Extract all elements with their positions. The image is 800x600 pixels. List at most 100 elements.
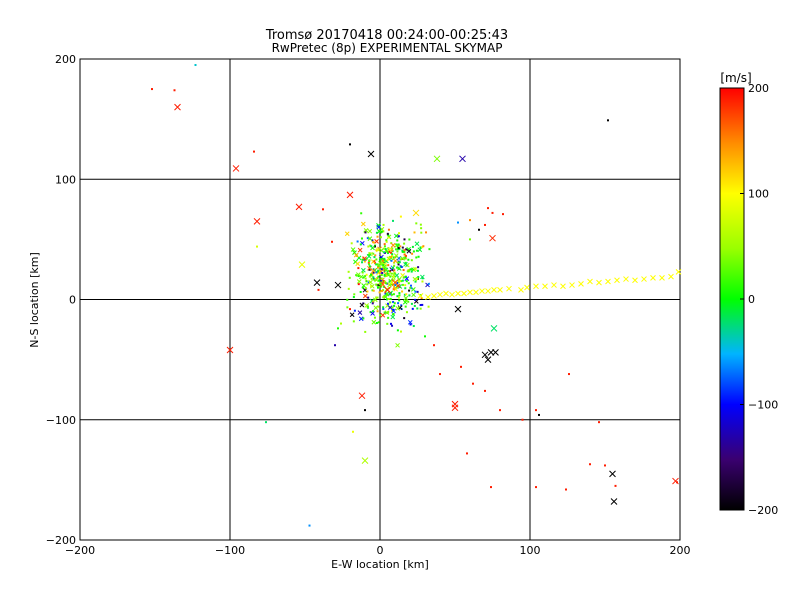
cluster-cross	[407, 319, 413, 325]
cluster-dot	[383, 259, 386, 262]
cluster-cross	[387, 305, 393, 310]
y-tick-label: 200	[55, 53, 76, 66]
cluster-dot	[427, 282, 430, 285]
trail-cross	[668, 273, 674, 280]
trail-cross	[650, 275, 656, 281]
cluster-dot	[370, 285, 373, 288]
cluster-dot	[347, 270, 350, 273]
trail-cross	[659, 275, 665, 281]
cluster-dot	[368, 275, 371, 278]
scatter-dot	[499, 409, 501, 412]
cluster-dot	[420, 297, 423, 300]
cluster-dot	[404, 275, 407, 278]
cluster-dot	[377, 265, 380, 268]
scatter-dot	[565, 488, 567, 491]
cluster-dot	[376, 263, 379, 266]
cluster-cross	[379, 248, 384, 253]
cluster-dot	[391, 253, 394, 256]
scatter-dot	[322, 208, 324, 211]
cluster-dot	[379, 236, 382, 239]
cluster-dot	[427, 305, 430, 308]
scatter-cross	[489, 234, 496, 242]
cluster-dot	[424, 335, 427, 338]
scatter-cross	[346, 191, 354, 199]
cluster-dot	[392, 219, 395, 222]
cluster-dot	[376, 270, 379, 273]
scatter-dot	[352, 430, 354, 433]
scatter-cross	[451, 404, 459, 412]
cluster-dot	[375, 283, 378, 286]
cluster-dot	[367, 261, 370, 264]
cluster-dot	[367, 245, 370, 248]
cluster-dot	[350, 242, 353, 245]
scatter-cross	[490, 325, 498, 332]
grid-lines	[80, 59, 680, 540]
cluster-dot	[390, 259, 393, 262]
cluster-dot	[410, 259, 413, 262]
cluster-dot	[403, 253, 406, 256]
cluster-dot	[352, 320, 355, 323]
scatter-dot	[173, 89, 176, 92]
cluster-dot	[375, 249, 378, 252]
cluster-dot	[360, 237, 363, 240]
scatter-dot	[265, 421, 267, 424]
y-tick-label: 0	[69, 294, 76, 307]
scatter-dot	[364, 409, 366, 412]
chart-subtitle: RwPretec (8p) EXPERIMENTAL SKYMAP	[272, 41, 503, 55]
cluster-cross	[368, 279, 373, 285]
trail-cross	[506, 285, 512, 292]
cluster-dot	[375, 258, 378, 261]
cluster-dot	[373, 278, 376, 281]
cluster-dot	[381, 272, 384, 275]
cluster-dot	[375, 231, 378, 234]
cluster-dot	[380, 280, 383, 283]
cluster-dot	[379, 283, 382, 286]
cluster-dot	[361, 261, 364, 264]
cluster-cross	[383, 294, 389, 300]
scatter-cross	[253, 217, 261, 225]
cluster-dot	[388, 280, 391, 283]
cluster-cross	[411, 292, 416, 298]
cluster-dot	[400, 258, 403, 261]
cluster-cross	[356, 279, 362, 284]
cluster-dot	[396, 329, 399, 332]
cluster-dot	[368, 268, 371, 271]
scatter-cross	[384, 286, 391, 294]
scatter-dot	[460, 365, 462, 368]
cluster-cross	[390, 242, 396, 248]
cluster-dot	[385, 298, 388, 301]
cluster-dot	[376, 277, 379, 280]
cluster-dot	[375, 322, 378, 325]
cluster-dot	[376, 286, 379, 289]
trail-cross	[641, 276, 647, 282]
cluster-dot	[403, 238, 406, 241]
cluster-dot	[405, 311, 408, 314]
cluster-dot	[373, 245, 376, 248]
cluster-dot	[379, 314, 382, 317]
cluster-dot	[419, 223, 422, 226]
x-axis-label: E-W location [km]	[331, 558, 429, 571]
cluster-dot	[371, 239, 374, 242]
cluster-dot	[394, 284, 397, 287]
cluster-dot	[397, 281, 400, 284]
trail-cross	[449, 291, 455, 298]
scatter-dot	[614, 484, 617, 487]
cluster-cross	[374, 277, 379, 283]
cluster-dot	[364, 287, 367, 290]
cluster-dot	[411, 252, 414, 255]
cluster-dot	[401, 290, 404, 293]
cluster-dot	[390, 283, 393, 286]
cluster-dot	[415, 222, 418, 225]
cluster-dot	[366, 237, 369, 240]
cluster-dot	[362, 317, 365, 320]
cluster-dot	[417, 276, 420, 279]
cluster-cross	[391, 308, 396, 314]
cluster-dot	[374, 254, 377, 257]
colorbar-title: [m/s]	[720, 71, 751, 85]
cluster-dot	[401, 283, 404, 286]
cluster-dot	[361, 286, 364, 289]
cluster-cross	[373, 305, 379, 311]
cluster-dot	[419, 304, 422, 307]
scatter-dot	[349, 308, 351, 311]
trail-cross	[473, 289, 479, 296]
